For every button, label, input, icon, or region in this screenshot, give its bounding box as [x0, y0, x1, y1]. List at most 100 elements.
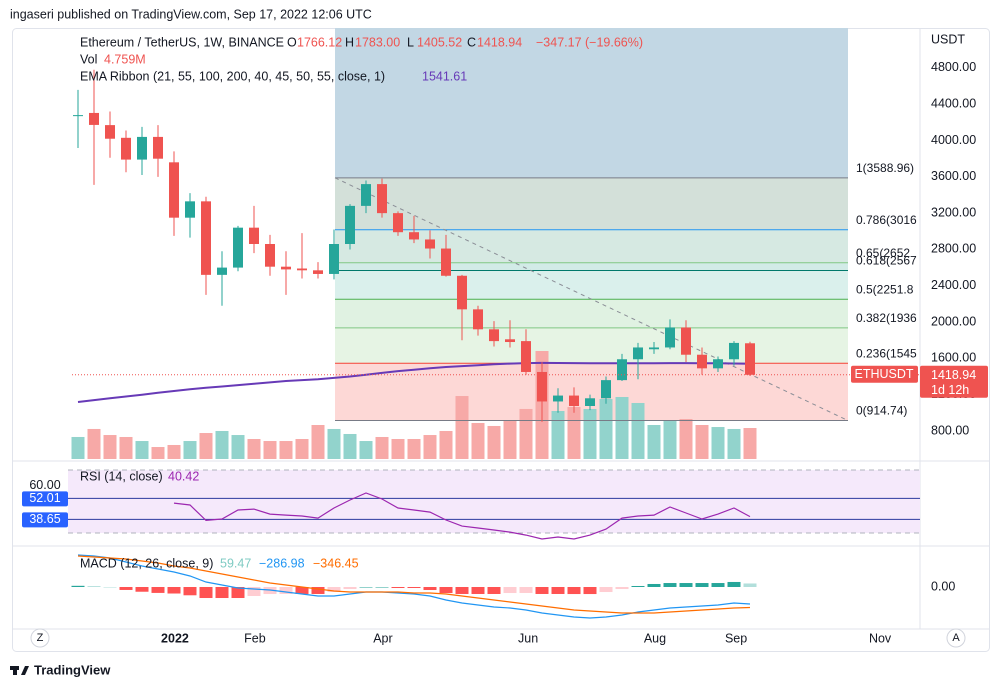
macd-histogram-bar	[679, 583, 693, 587]
macd-histogram-bar	[503, 586, 517, 594]
macd-histogram-bar	[423, 586, 437, 591]
volume-bar	[247, 439, 261, 459]
volume-bar	[391, 439, 405, 459]
candle-body	[185, 201, 195, 218]
candle-body	[265, 244, 275, 267]
macd-histogram-bar	[119, 586, 133, 590]
macd-histogram-bar	[199, 586, 213, 599]
volume-bar	[583, 408, 597, 459]
volume-bar	[567, 407, 581, 459]
candle-body	[329, 244, 339, 274]
last-price-label: 1418.94	[931, 368, 976, 382]
macd-hist-value: 59.47	[220, 556, 251, 570]
volume-bar	[263, 441, 277, 459]
candle-body	[313, 270, 323, 274]
last-price-box	[920, 365, 988, 398]
fib-level-label: 0.382(1936	[856, 311, 917, 325]
candle-body	[409, 232, 419, 240]
y-tick-label: 800.00	[931, 423, 969, 437]
brand-name: TradingView	[34, 662, 111, 677]
macd-histogram-bar	[215, 586, 229, 599]
y-tick-label: 2000.00	[931, 314, 976, 328]
rsi-level-box	[22, 512, 68, 528]
ohlc-value: 1405.52	[417, 35, 462, 49]
macd-histogram-bar	[711, 583, 725, 587]
fib-level-label: 0.786(3016	[856, 213, 917, 227]
volume-bar	[151, 447, 165, 459]
candle-body	[137, 136, 147, 160]
zoom-button[interactable]	[30, 628, 50, 648]
macd-histogram-bar	[359, 586, 373, 588]
ohlc-prefix: L	[407, 35, 414, 49]
candle-body	[89, 112, 99, 125]
x-tick-label: Aug	[644, 631, 666, 645]
candle-body	[457, 275, 467, 310]
rsi-line	[173, 492, 751, 540]
auto-scale-button[interactable]	[946, 628, 966, 648]
macd-histogram-bar	[247, 586, 261, 596]
fib-zone	[335, 262, 848, 271]
rsi-level-label: 52.01	[29, 491, 60, 505]
candle-body	[713, 359, 723, 369]
macd-histogram-bar	[391, 586, 405, 589]
volume-bar	[679, 419, 693, 459]
volume-bar	[471, 422, 485, 459]
candle-body	[745, 343, 755, 375]
x-tick-label: Nov	[869, 631, 892, 645]
macd-histogram-bar	[663, 583, 677, 587]
candle-body	[169, 162, 179, 218]
macd-histogram-bar	[375, 586, 389, 588]
fib-level-label: 0(914.74)	[856, 404, 907, 418]
candle-body	[249, 227, 259, 244]
candle-body	[393, 213, 403, 233]
macd-histogram-bar	[279, 586, 293, 594]
x-tick-label: 2022	[161, 631, 189, 645]
volume-bar	[647, 424, 661, 459]
volume-bar	[359, 441, 373, 459]
macd-histogram-bar	[135, 586, 149, 592]
volume-bar	[215, 430, 229, 459]
candle-body	[473, 309, 483, 330]
volume-bar	[87, 428, 101, 459]
volume-bar	[71, 436, 85, 459]
candle-body	[681, 327, 691, 355]
countdown-label: 1d 12h	[931, 383, 969, 397]
symbol-label-box	[851, 365, 918, 383]
fib-level-label: 1(3588.96)	[856, 161, 914, 175]
macd-histogram-bar	[231, 586, 245, 599]
change-value: −347.17 (−19.66%)	[536, 35, 643, 49]
macd-histogram-bar	[103, 586, 117, 588]
macd-histogram-bar	[151, 586, 165, 593]
volume-bar	[167, 444, 181, 459]
rsi-level-box	[22, 491, 68, 507]
macd-histogram-bar	[87, 586, 101, 587]
volume-bar	[119, 436, 133, 459]
candle-body	[121, 137, 131, 160]
fib-zone	[335, 270, 848, 300]
publisher-line: ingaseri published on TradingView.com, S…	[10, 7, 372, 21]
fib-zone	[335, 299, 848, 328]
candle-body	[729, 342, 739, 360]
zoom-button-icon: Z	[37, 632, 44, 644]
macd-histogram-bar	[599, 586, 613, 593]
macd-line	[77, 554, 751, 619]
candle-body	[633, 347, 643, 360]
x-tick-label: Feb	[244, 631, 266, 645]
volume-bar	[279, 441, 293, 459]
macd-histogram-bar	[407, 586, 421, 589]
volume-bar	[327, 428, 341, 459]
candle-body	[73, 115, 83, 117]
volume-bar	[455, 396, 469, 459]
volume-bar	[407, 439, 421, 459]
y-tick-label: 2800.00	[931, 242, 976, 256]
volume-bar	[343, 433, 357, 459]
candle-body	[345, 205, 355, 244]
logo-stem	[13, 666, 17, 675]
macd-histogram-bar	[551, 586, 565, 594]
candle-body	[489, 329, 499, 342]
macd-histogram-bar	[343, 586, 357, 590]
candle-body	[649, 347, 659, 350]
volume-bar	[135, 441, 149, 459]
macd-histogram-bar	[695, 583, 709, 587]
